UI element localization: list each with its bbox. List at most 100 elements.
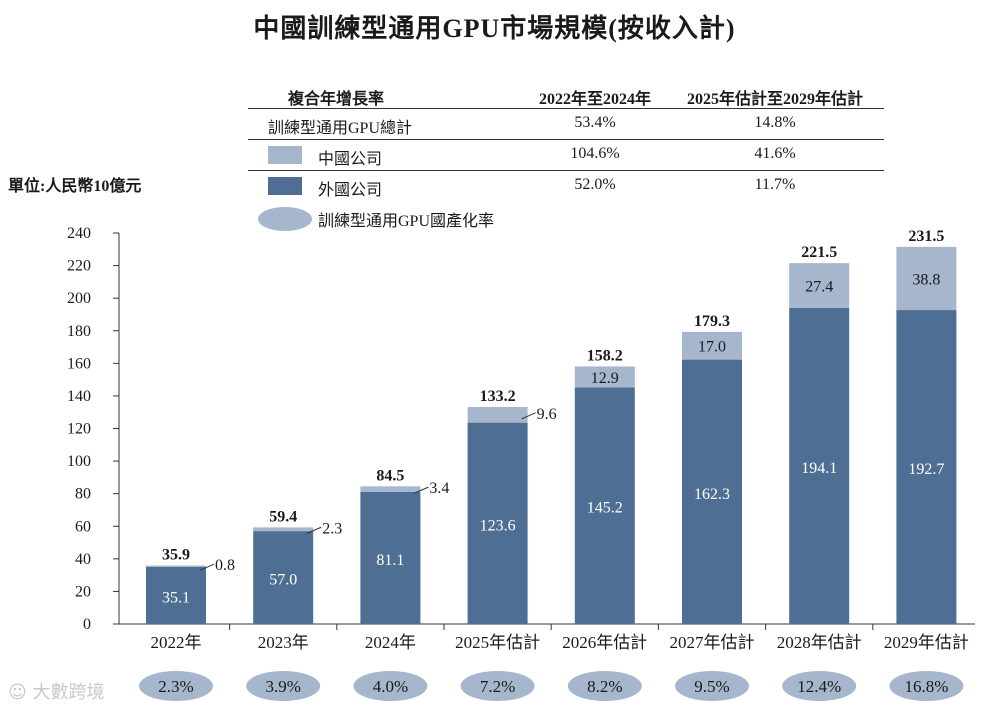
total-value-label: 35.9 bbox=[162, 547, 190, 564]
y-tick-label: 0 bbox=[83, 616, 91, 633]
bar-domestic bbox=[467, 406, 528, 423]
cagr-row-value: 52.0% bbox=[574, 176, 616, 193]
localization-rate-label: 3.9% bbox=[265, 677, 300, 696]
y-tick-label: 240 bbox=[67, 225, 91, 242]
domestic-value-label: 17.0 bbox=[698, 339, 726, 356]
total-value-label: 179.3 bbox=[694, 313, 730, 330]
total-value-label: 84.5 bbox=[376, 467, 404, 484]
cagr-table: 複合年增長率 2022年至2024年 2025年估計至2029年估計 訓練型通用… bbox=[248, 80, 884, 201]
localization-rate-label: 9.5% bbox=[694, 677, 729, 696]
x-tick-label: 2028年估計 bbox=[777, 633, 862, 652]
bar-domestic bbox=[682, 331, 742, 360]
localization-rate-label: 16.8% bbox=[904, 677, 948, 696]
domestic-value-label: 27.4 bbox=[805, 278, 833, 295]
cagr-row-value: 41.6% bbox=[754, 145, 796, 162]
cagr-row-value: 104.6% bbox=[570, 145, 620, 162]
y-tick-label: 20 bbox=[75, 583, 91, 600]
foreign-value-label: 123.6 bbox=[480, 517, 516, 534]
foreign-value-label: 194.1 bbox=[801, 460, 837, 477]
unit-label: 單位:人民幣10億元 bbox=[8, 178, 142, 195]
localization-rate-label: 2.3% bbox=[158, 677, 193, 696]
x-tick-label: 2026年估計 bbox=[562, 633, 647, 652]
cagr-row-label: 外國公司 bbox=[318, 182, 383, 199]
cagr-row-value: 14.8% bbox=[754, 114, 796, 131]
cagr-row-value: 53.4% bbox=[574, 114, 616, 131]
localization-rate-label: 12.4% bbox=[797, 677, 841, 696]
y-tick-label: 120 bbox=[67, 421, 91, 438]
total-value-label: 158.2 bbox=[587, 347, 623, 364]
localization-rate-label: 8.2% bbox=[587, 677, 622, 696]
y-tick-label: 80 bbox=[75, 486, 91, 503]
bar-foreign bbox=[467, 422, 528, 624]
bar-foreign bbox=[574, 387, 635, 624]
y-tick-label: 180 bbox=[67, 323, 91, 340]
localization-rate-ellipse bbox=[139, 671, 213, 701]
x-tick-label: 2029年估計 bbox=[884, 633, 969, 652]
domestic-value-label: 38.8 bbox=[912, 271, 940, 288]
cagr-row-foreign: 外國公司 52.0% 11.7% bbox=[248, 171, 884, 201]
foreign-value-label: 35.1 bbox=[162, 589, 190, 606]
domestic-leader-line bbox=[521, 412, 536, 420]
localization-rate-label: 7.2% bbox=[480, 677, 515, 696]
cagr-header-period1: 2022年至2024年 bbox=[538, 91, 651, 108]
localization-rate-ellipse bbox=[889, 671, 964, 701]
cagr-header-row: 複合年增長率 2022年至2024年 2025年估計至2029年估計 bbox=[248, 80, 884, 109]
localization-legend-label: 訓練型通用GPU國產化率 bbox=[318, 213, 495, 230]
cagr-row-value: 11.7% bbox=[754, 176, 796, 193]
domestic-leader-line bbox=[307, 526, 322, 534]
bar-foreign bbox=[896, 310, 957, 624]
total-value-label: 231.5 bbox=[908, 228, 944, 245]
y-tick-label: 140 bbox=[67, 388, 91, 405]
chart-title: 中國訓練型通用GPU市場規模(按收入計) bbox=[253, 14, 736, 43]
y-tick-label: 200 bbox=[67, 290, 91, 307]
foreign-value-label: 57.0 bbox=[269, 572, 297, 589]
localization-rate-ellipse bbox=[460, 671, 535, 701]
localization-rate-ellipse bbox=[675, 671, 749, 701]
bar-domestic bbox=[574, 366, 635, 388]
localization-rate-label: 4.0% bbox=[373, 677, 408, 696]
x-tick-label: 2024年 bbox=[365, 633, 416, 652]
domestic-swatch bbox=[268, 146, 302, 164]
foreign-value-label: 162.3 bbox=[694, 486, 730, 503]
cagr-header-period2: 2025年估計至2029年估計 bbox=[686, 91, 863, 108]
watermark: ☺ 大數跨境 bbox=[8, 682, 105, 703]
bar-domestic bbox=[253, 527, 314, 532]
foreign-value-label: 145.2 bbox=[587, 500, 623, 517]
x-tick-label: 2022年 bbox=[151, 633, 202, 652]
x-tick-label: 2023年 bbox=[258, 633, 309, 652]
total-value-label: 133.2 bbox=[480, 388, 516, 405]
cagr-header-label: 複合年增長率 bbox=[288, 91, 385, 108]
localization-legend-ellipse bbox=[258, 207, 312, 231]
x-tick-label: 2025年估計 bbox=[455, 633, 540, 652]
x-tick-label: 2027年估計 bbox=[670, 633, 755, 652]
localization-rate-ellipse bbox=[353, 671, 428, 701]
domestic-value-label: 3.4 bbox=[429, 480, 449, 497]
bar-domestic bbox=[146, 565, 206, 567]
foreign-value-label: 81.1 bbox=[376, 552, 404, 569]
foreign-value-label: 192.7 bbox=[908, 461, 944, 478]
bar-domestic bbox=[360, 486, 421, 492]
cagr-row-label: 中國公司 bbox=[318, 151, 383, 168]
domestic-leader-line bbox=[199, 563, 215, 571]
y-tick-label: 100 bbox=[67, 453, 91, 470]
domestic-value-label: 0.8 bbox=[215, 557, 235, 574]
bar-foreign bbox=[789, 307, 850, 624]
domestic-value-label: 9.6 bbox=[537, 406, 557, 423]
localization-rate-ellipse bbox=[567, 671, 642, 701]
foreign-swatch bbox=[268, 177, 302, 195]
y-tick-label: 40 bbox=[75, 551, 91, 568]
total-value-label: 221.5 bbox=[801, 244, 837, 261]
y-tick-label: 60 bbox=[75, 518, 91, 535]
bar-foreign bbox=[253, 531, 314, 624]
bar-foreign bbox=[360, 491, 421, 624]
domestic-value-label: 2.3 bbox=[322, 520, 342, 537]
bar-foreign bbox=[682, 359, 742, 624]
cagr-row-domestic: 中國公司 104.6% 41.6% bbox=[248, 140, 884, 171]
domestic-value-label: 12.9 bbox=[591, 370, 619, 387]
total-value-label: 59.4 bbox=[269, 508, 297, 525]
localization-rate-ellipse bbox=[782, 671, 857, 701]
localization-rate-ellipse bbox=[246, 671, 321, 701]
cagr-row-label: 訓練型通用GPU總計 bbox=[268, 120, 413, 137]
domestic-leader-line bbox=[414, 486, 429, 494]
